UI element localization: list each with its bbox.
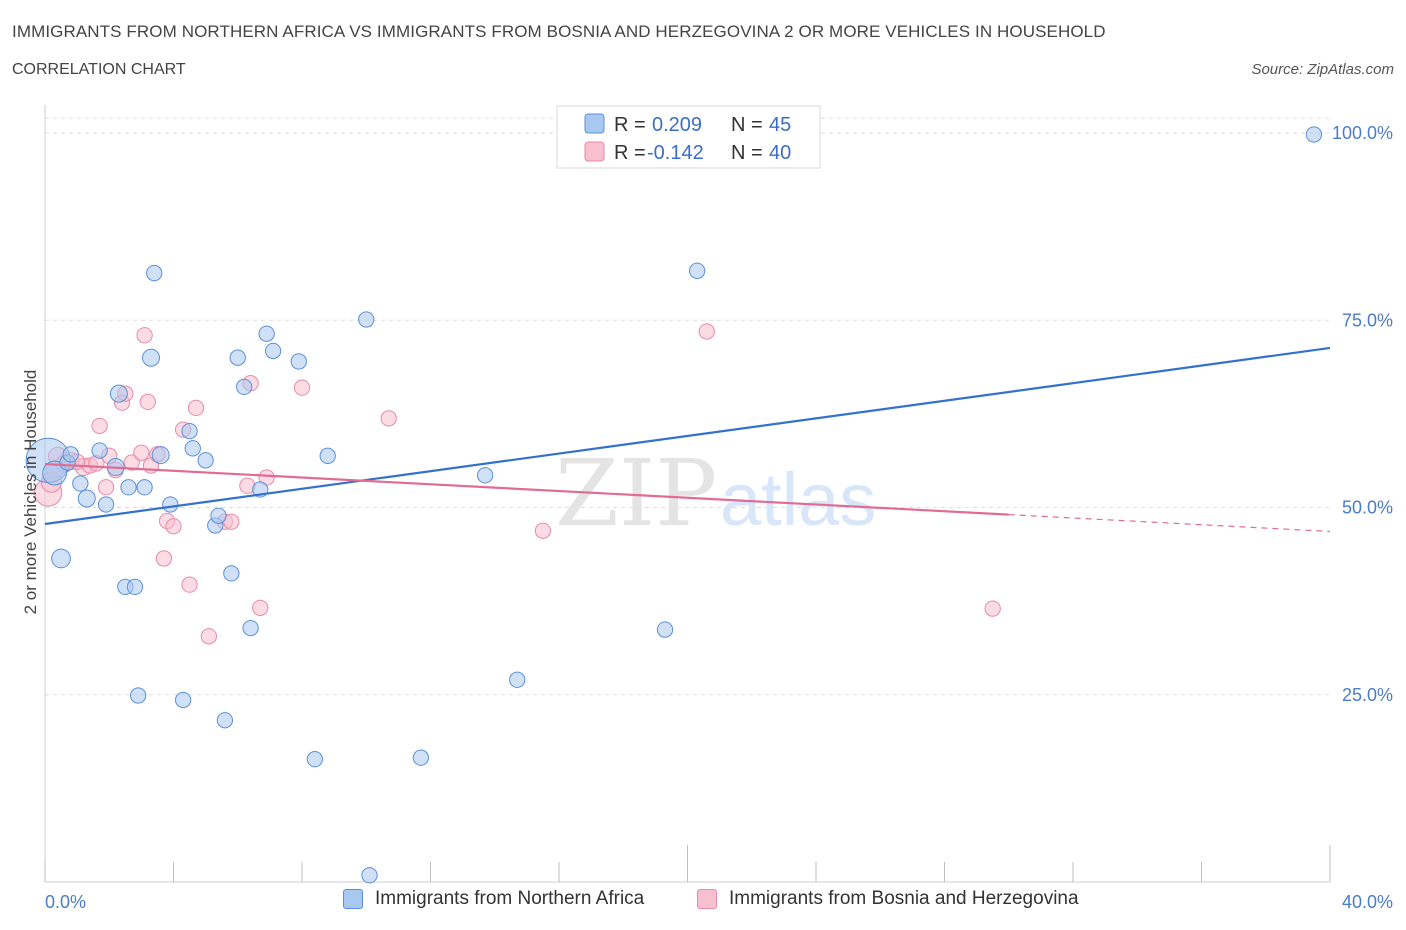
data-point-pink: [534, 522, 552, 539]
trend-line-pink: [44, 462, 1009, 516]
grid-layer: [45, 117, 1330, 696]
data-point-blue: [290, 353, 307, 370]
legend-r-label-blue: R =: [614, 114, 646, 136]
data-point-pink: [136, 327, 153, 344]
data-point-blue: [223, 565, 240, 582]
legend-n-value-blue: 45: [769, 114, 791, 136]
data-point-pink: [91, 417, 108, 435]
data-point-blue: [77, 489, 96, 508]
data-point-pink: [165, 518, 182, 535]
x-tick-label-min: 0.0%: [45, 892, 86, 912]
data-point-blue: [210, 507, 227, 524]
chart-subtitle: CORRELATION CHART: [12, 61, 186, 78]
data-point-blue: [181, 422, 198, 440]
tick-labels: 25.0% 50.0% 75.0% 100.0% 0.0% 40.0%: [45, 123, 1393, 912]
y-tick-label: 50.0%: [1342, 498, 1393, 518]
data-point-pink: [252, 599, 269, 617]
axis-layer: [44, 105, 1331, 883]
y-axis-label: 2 or more Vehicles in Household: [21, 370, 40, 615]
bottom-legend: Immigrants from Northern Africa Immigran…: [0, 888, 1406, 918]
data-point-blue: [126, 578, 144, 596]
data-point-pink: [984, 600, 1001, 617]
data-point-pink: [380, 410, 397, 427]
legend-n-label-pink: N =: [731, 142, 763, 164]
watermark-zip: ZIP: [555, 440, 717, 547]
data-point-blue: [412, 749, 430, 766]
data-point-blue: [242, 619, 259, 637]
data-point-pink: [97, 479, 115, 496]
trend-line-blue: [44, 346, 1331, 526]
data-point-blue: [72, 475, 89, 492]
data-point-blue: [184, 440, 201, 457]
legend-swatch-pink: [584, 141, 605, 162]
data-point-blue: [656, 621, 674, 638]
data-point-blue: [258, 325, 275, 342]
data-point-pink: [698, 323, 715, 340]
data-point-blue: [162, 496, 179, 513]
legend-n-value-pink: 40: [769, 142, 791, 164]
y-tick-label: 100.0%: [1332, 123, 1393, 143]
data-point-blue: [509, 671, 526, 688]
data-point-blue: [91, 442, 108, 459]
data-point-pink: [139, 393, 156, 411]
legend-item-bosnia: Immigrants from Bosnia and Herzegovina: [697, 888, 1079, 910]
data-point-blue: [229, 349, 246, 366]
data-point-blue: [688, 262, 706, 279]
data-point-blue: [136, 479, 153, 496]
data-point-blue: [174, 691, 192, 709]
data-point-blue: [306, 751, 324, 768]
source-credit: Source: ZipAtlas.com: [1251, 61, 1394, 78]
y-tick-label: 25.0%: [1342, 685, 1393, 705]
legend-box: R = 0.209 N = 45 R = -0.142 N = 40: [556, 105, 821, 169]
data-point-blue: [97, 496, 115, 513]
trend-line-pink-extension: [1008, 514, 1331, 533]
data-point-blue: [236, 378, 253, 396]
legend-r-value-pink: -0.142: [647, 142, 704, 164]
legend-r-label-pink: R =: [614, 142, 646, 164]
watermark-atlas: atlas: [720, 458, 876, 541]
data-point-blue: [476, 467, 494, 484]
series-northern-africa-points: [25, 126, 1323, 884]
legend-label-northern-africa: Immigrants from Northern Africa: [375, 888, 645, 909]
legend-label-bosnia: Immigrants from Bosnia and Herzegovina: [729, 888, 1079, 909]
data-point-blue: [146, 264, 163, 282]
data-point-pink: [155, 550, 173, 567]
data-point-blue: [42, 460, 68, 486]
data-point-blue: [216, 712, 234, 729]
legend-swatch-northern-africa: [343, 889, 363, 909]
chart-title: IMMIGRANTS FROM NORTHERN AFRICA VS IMMIG…: [12, 22, 1106, 41]
data-point-pink: [181, 576, 198, 593]
data-point-blue: [197, 452, 214, 469]
data-point-blue: [361, 867, 378, 884]
data-point-blue: [62, 446, 79, 463]
data-point-blue: [264, 342, 282, 360]
data-point-pink: [200, 628, 217, 645]
data-point-blue: [358, 311, 375, 328]
y-tick-label: 75.0%: [1342, 310, 1393, 330]
data-point-blue: [130, 687, 147, 704]
data-point-pink: [123, 454, 140, 471]
legend-r-value-blue: 0.209: [652, 114, 702, 136]
x-tick-label-max: 40.0%: [1342, 892, 1393, 912]
data-point-blue: [109, 384, 128, 403]
legend-swatch-bosnia: [697, 889, 717, 909]
data-point-blue: [51, 548, 71, 569]
legend-n-label-blue: N =: [731, 114, 763, 136]
legend-swatch-blue: [584, 113, 605, 134]
data-point-blue: [151, 446, 170, 465]
data-point-pink: [187, 399, 205, 417]
data-point-pink: [293, 379, 311, 396]
trend-lines: [44, 346, 1331, 533]
data-point-blue: [319, 447, 336, 464]
legend-item-northern-africa: Immigrants from Northern Africa: [343, 888, 644, 910]
watermark: ZIP atlas: [555, 440, 876, 547]
data-point-blue: [120, 479, 137, 496]
data-point-blue: [1305, 126, 1323, 143]
data-point-pink: [133, 444, 150, 461]
data-point-blue: [142, 348, 161, 367]
